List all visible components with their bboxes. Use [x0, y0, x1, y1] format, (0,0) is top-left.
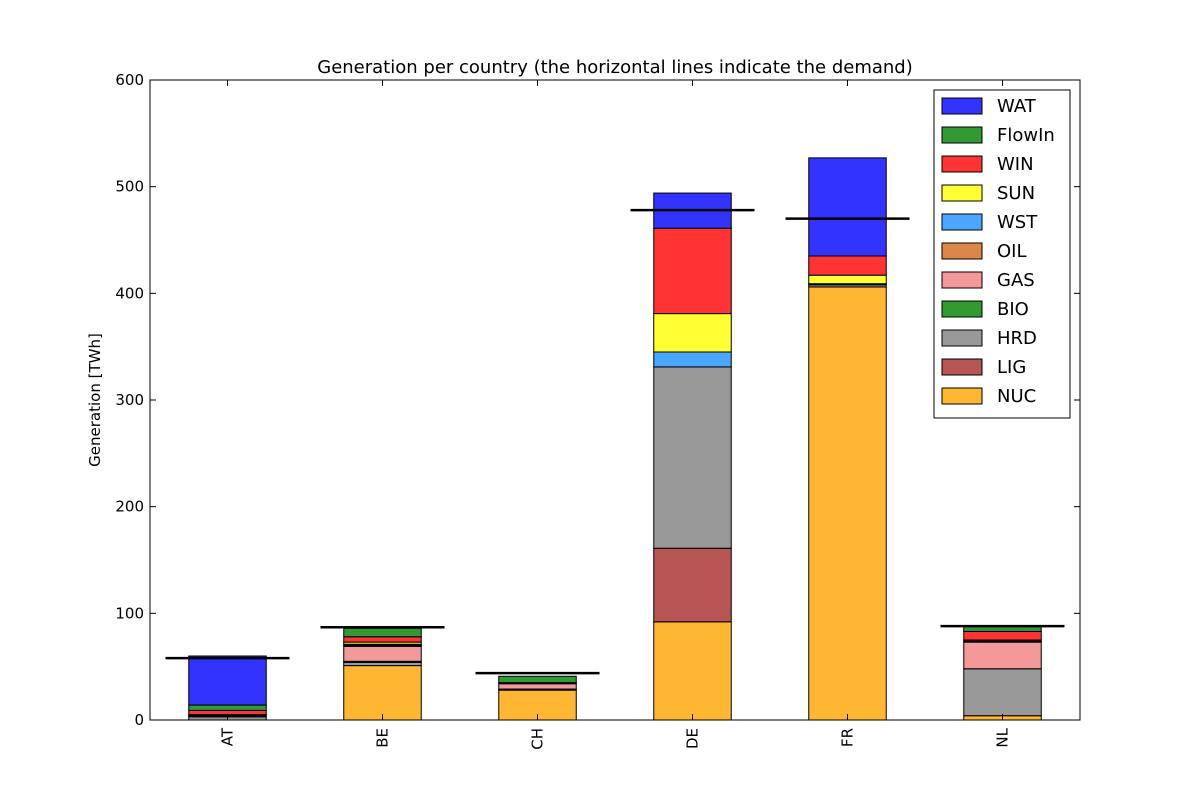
legend-label-GAS: GAS — [997, 270, 1035, 291]
bar-CH-FlowIn — [498, 675, 577, 684]
legend-label-NUC: NUC — [997, 386, 1036, 407]
legend-label-WAT: WAT — [997, 96, 1037, 117]
legend-label-WIN: WIN — [997, 154, 1034, 175]
legend: WAT FlowIn WIN SUN WST OIL GAS BIO HRD LIG NUC — [933, 89, 1071, 419]
bar-BE-WIN — [343, 636, 422, 643]
legend-label-HRD: HRD — [997, 328, 1037, 349]
legend-swatch-NUC — [941, 387, 983, 405]
y-tick-label: 400 — [115, 284, 144, 302]
legend-swatch-WST — [941, 213, 983, 231]
demand-layer — [165, 208, 1065, 675]
axes-layer: 0 100 200 300 400 500 600 AT BE CH DE FR NL — [115, 71, 1081, 750]
bars-layer — [188, 157, 1042, 721]
bar-FR-NUC — [808, 286, 887, 721]
legend-swatch-GAS — [941, 271, 983, 289]
legend-label-WST: WST — [997, 212, 1038, 233]
bar-FR-WIN — [808, 255, 887, 276]
legend-label-LIG: LIG — [997, 357, 1026, 378]
legend-swatch-OIL — [941, 242, 983, 260]
bar-FR-WAT — [808, 157, 887, 257]
bar-AT-WAT — [188, 655, 267, 706]
y-axis-label: Generation [TWh] — [86, 333, 104, 467]
bar-BE-NUC — [343, 665, 422, 721]
bar-CH-GAS — [498, 683, 577, 690]
bar-DE-SUN — [653, 313, 732, 353]
bar-NL-GAS — [963, 641, 1042, 670]
x-tick-label-FR: FR — [839, 728, 857, 747]
bar-DE-WST — [653, 351, 732, 368]
legend-swatch-HRD — [941, 329, 983, 347]
bar-DE-NUC — [653, 621, 732, 721]
bar-DE-LIG — [653, 547, 732, 623]
x-tick-label-NL: NL — [994, 727, 1012, 747]
y-tick-label: 300 — [115, 391, 144, 409]
bar-BE-FlowIn — [343, 627, 422, 638]
legend-label-BIO: BIO — [997, 299, 1029, 320]
bar-FR-SUN — [808, 274, 887, 285]
bar-AT-FlowIn — [188, 704, 267, 711]
y-tick-label: 0 — [134, 711, 144, 729]
x-tick-label-DE: DE — [684, 728, 702, 749]
y-tick-label: 100 — [115, 604, 144, 622]
x-tick-label-CH: CH — [529, 728, 547, 750]
x-tick-label-AT: AT — [219, 727, 237, 746]
bar-BE-GAS — [343, 645, 422, 662]
bar-DE-HRD — [653, 366, 732, 549]
legend-label-FlowIn: FlowIn — [997, 125, 1055, 146]
bar-DE-WIN — [653, 227, 732, 315]
legend-swatch-FlowIn — [941, 126, 983, 144]
x-tick-label-BE: BE — [374, 728, 392, 748]
legend-swatch-BIO — [941, 300, 983, 318]
y-tick-label: 500 — [115, 178, 144, 196]
y-tick-label: 200 — [115, 498, 144, 516]
legend-swatch-SUN — [941, 184, 983, 202]
legend-swatch-WIN — [941, 155, 983, 173]
legend-swatch-WAT — [941, 97, 983, 115]
chart-title: Generation per country (the horizontal l… — [317, 57, 913, 78]
legend-label-OIL: OIL — [997, 241, 1027, 262]
legend-label-SUN: SUN — [997, 183, 1035, 204]
bar-NL-HRD — [963, 668, 1042, 717]
y-tick-label: 600 — [115, 71, 144, 89]
legend-swatch-LIG — [941, 358, 983, 376]
bar-NL-WIN — [963, 630, 1042, 641]
